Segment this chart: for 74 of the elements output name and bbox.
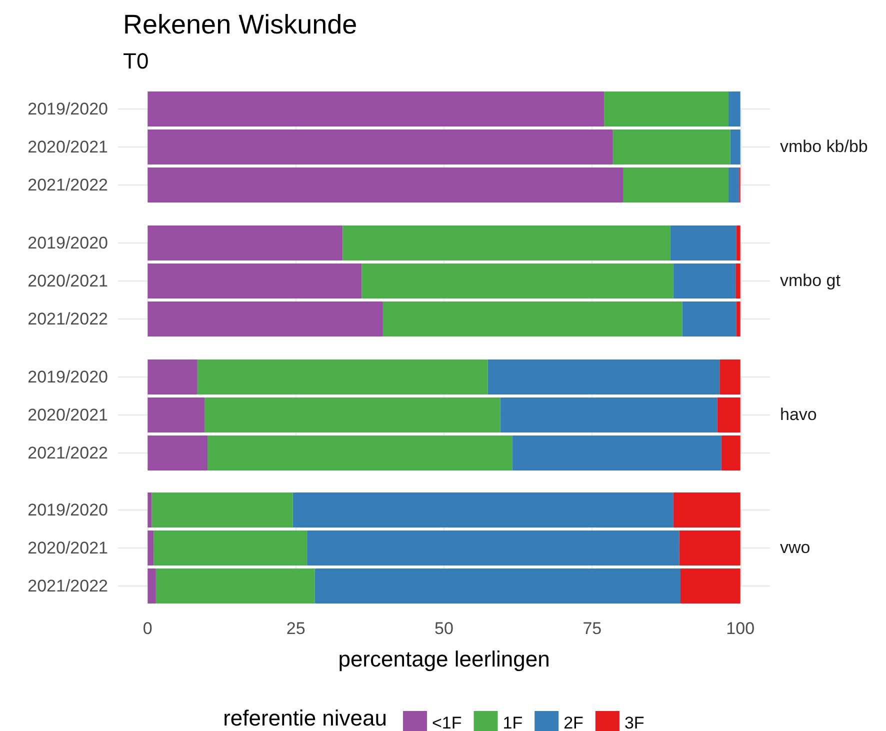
x-tick-label: 25 (286, 619, 306, 638)
bar (736, 302, 740, 336)
bar (148, 360, 198, 394)
y2-axis-title: havo (780, 405, 817, 424)
legend-label: 3F (624, 714, 644, 731)
y-tick-label: 2020/2021 (28, 538, 108, 558)
bar (208, 436, 512, 470)
bar (604, 92, 729, 126)
bar (730, 130, 740, 164)
bar (148, 92, 604, 126)
bar (682, 302, 736, 336)
bar (342, 226, 670, 260)
bar (736, 264, 740, 298)
y-tick-label: 2019/2020 (28, 368, 108, 386)
bar (362, 264, 674, 298)
chart-subtitle: T0 (123, 48, 149, 74)
bar (314, 568, 680, 604)
bar (512, 436, 722, 470)
x-axis-title: percentage leerlingen (338, 646, 550, 672)
bar (148, 302, 383, 336)
bar (204, 398, 500, 432)
bar (500, 398, 718, 432)
chart-title: Rekenen Wiskunde (123, 10, 358, 40)
bar (148, 130, 613, 164)
y-tick-label: 2021/2022 (28, 310, 108, 328)
bar (156, 568, 315, 604)
bar (623, 168, 729, 202)
bar (307, 530, 680, 566)
y-tick-label: 2020/2021 (28, 138, 108, 156)
bar (148, 568, 156, 604)
bar (673, 264, 736, 298)
bar (154, 530, 308, 566)
bar (670, 226, 736, 260)
legend-label: 1F (502, 714, 523, 731)
y-tick-label: 2021/2022 (28, 176, 108, 194)
legend-title: referentie niveau (223, 706, 387, 730)
bar (148, 530, 154, 566)
bar (148, 168, 624, 202)
bar (148, 226, 343, 260)
y-tick-label: 2020/2021 (28, 272, 108, 290)
bar (148, 436, 208, 470)
legend-label: 2F (564, 714, 584, 731)
bar (736, 226, 740, 260)
bar (673, 492, 740, 528)
bar (152, 492, 293, 528)
bar (292, 492, 674, 528)
legend-label: <1F (432, 714, 462, 731)
x-tick-label: 75 (582, 619, 602, 638)
bar (382, 302, 682, 336)
bar (148, 264, 362, 298)
bar (148, 398, 205, 432)
bar (197, 360, 488, 394)
y2-axis-title: vwo (780, 538, 810, 557)
y-tick-label: 2021/2022 (28, 444, 108, 462)
bar (488, 360, 720, 394)
bar (148, 492, 152, 528)
bar (720, 360, 740, 394)
y2-axis-title: vmbo gt (780, 271, 841, 290)
bar (679, 530, 740, 566)
y-tick-label: 2021/2022 (28, 576, 108, 596)
y-tick-label: 2019/2020 (28, 100, 108, 118)
y-tick-label: 2020/2021 (28, 406, 108, 424)
y-tick-label: 2019/2020 (28, 234, 108, 252)
bar (717, 398, 740, 432)
bar (612, 130, 730, 164)
y2-axis-title: vmbo kb/bb (780, 137, 868, 156)
x-tick-label: 100 (726, 619, 755, 638)
bar (728, 92, 740, 126)
x-tick-label: 0 (142, 619, 152, 638)
y-tick-label: 2019/2020 (28, 500, 108, 520)
bar (680, 568, 740, 604)
bar (728, 168, 740, 202)
x-tick-label: 50 (434, 619, 454, 638)
bar (721, 436, 740, 470)
